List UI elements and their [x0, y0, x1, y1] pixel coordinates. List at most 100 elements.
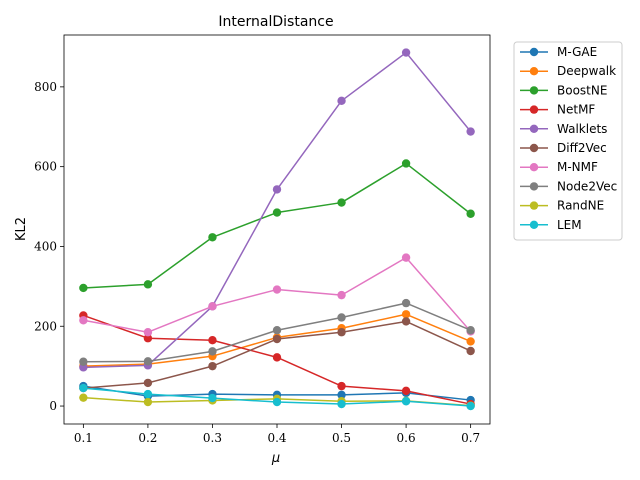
data-point-lem [466, 401, 475, 411]
data-point-diff2vec [272, 334, 282, 344]
legend-marker [529, 163, 539, 172]
data-point-walklets [337, 96, 346, 106]
data-point-boostne [466, 209, 475, 218]
legend-entry-netmf: NetMF [520, 103, 595, 117]
legend-entry-boostne: BoostNE [520, 83, 607, 97]
legend-label: Walklets [557, 122, 607, 136]
x-axis-title: μ [271, 451, 280, 466]
data-point-diff2vec [466, 346, 475, 356]
data-point-lem [143, 389, 153, 399]
data-point-randne [143, 397, 153, 407]
data-point-boostne [401, 159, 411, 168]
data-point-node2vec [466, 326, 475, 335]
legend-label: M-NMF [557, 160, 598, 174]
data-point-node2vec [337, 313, 346, 322]
series-lem [79, 383, 475, 411]
y-axis: 0 200 400 600 800 [34, 80, 64, 413]
y-tick-label: 200 [34, 319, 57, 333]
legend-entry-m-gae: M-GAE [520, 45, 597, 59]
legend-entry-walklets: Walklets [520, 122, 607, 136]
x-tick-label: 0.6 [397, 431, 416, 445]
y-tick-label: 800 [34, 80, 57, 94]
data-point-walklets [401, 48, 411, 57]
legend-label: M-GAE [557, 45, 597, 59]
data-point-boostne [79, 283, 88, 293]
data-point-node2vec [272, 326, 282, 335]
legend-marker [529, 47, 539, 57]
legend-label: LEM [557, 218, 582, 232]
data-point-boostne [337, 198, 346, 207]
data-point-netmf [337, 381, 346, 391]
data-point-m-nmf [143, 328, 153, 337]
data-point-netmf [143, 334, 153, 343]
y-tick-label: 0 [49, 399, 57, 413]
legend-marker [529, 105, 539, 114]
legend: M-GAE Deepwalk BoostNE NetMF Walklets Diff2Ve… [513, 41, 623, 241]
data-point-lem [337, 399, 346, 409]
legend-box [513, 41, 623, 241]
data-point-boostne [143, 280, 153, 289]
x-tick-label: 0.4 [267, 431, 286, 445]
data-point-lem [272, 397, 282, 407]
series-layer [79, 48, 475, 411]
legend-label: Deepwalk [557, 64, 616, 78]
data-point-lem [79, 383, 88, 393]
legend-label: NetMF [557, 103, 595, 117]
x-tick-label: 0.5 [332, 431, 351, 445]
legend-marker [529, 201, 539, 210]
data-point-lem [208, 393, 217, 403]
series-diff2vec [79, 317, 475, 393]
data-point-diff2vec [401, 317, 411, 326]
x-tick-label: 0.2 [138, 431, 157, 445]
data-point-deepwalk [466, 337, 475, 346]
data-point-m-nmf [79, 316, 88, 325]
data-point-randne [79, 393, 88, 402]
legend-marker [529, 124, 539, 133]
legend-entry-randne: RandNE [520, 199, 604, 213]
x-tick-label: 0.1 [74, 431, 93, 445]
legend-entry-m-nmf: M-NMF [520, 160, 598, 174]
chart-title: InternalDistance [218, 14, 333, 30]
legend-label: Node2Vec [557, 179, 617, 193]
legend-marker [529, 143, 539, 153]
x-tick-label: 0.7 [461, 431, 480, 445]
data-point-boostne [208, 233, 217, 242]
data-point-node2vec [143, 357, 153, 366]
legend-marker [529, 86, 539, 95]
data-point-boostne [272, 208, 282, 217]
data-point-m-nmf [401, 253, 411, 262]
legend-entry-lem: LEM [520, 218, 582, 232]
data-point-netmf [208, 336, 217, 345]
legend-entry-deepwalk: Deepwalk [520, 64, 616, 78]
x-axis: 0.1 0.2 0.3 0.4 0.5 0.6 0.7 [74, 424, 480, 445]
data-point-node2vec [401, 298, 411, 308]
legend-marker [529, 67, 539, 76]
data-point-netmf [401, 386, 411, 396]
series-node2vec [79, 298, 475, 366]
y-tick-label: 400 [34, 239, 57, 253]
data-point-diff2vec [208, 361, 217, 371]
legend-label: RandNE [557, 199, 604, 213]
legend-label: BoostNE [557, 83, 607, 97]
y-axis-title: KL2 [14, 217, 29, 241]
legend-marker [529, 182, 539, 191]
data-point-node2vec [208, 347, 217, 356]
data-point-m-nmf [337, 290, 346, 300]
data-point-deepwalk [401, 310, 411, 319]
data-point-m-nmf [208, 302, 217, 311]
y-tick-label: 600 [34, 160, 57, 174]
data-point-walklets [466, 127, 475, 136]
data-point-lem [401, 397, 411, 406]
data-point-diff2vec [143, 378, 153, 388]
data-point-node2vec [79, 357, 88, 366]
data-point-m-nmf [272, 285, 282, 294]
x-tick-label: 0.3 [203, 431, 222, 445]
data-point-diff2vec [337, 328, 346, 337]
data-point-netmf [272, 353, 282, 362]
legend-label: Diff2Vec [557, 141, 607, 155]
legend-entry-node2vec: Node2Vec [520, 179, 617, 193]
data-point-m-gae [337, 390, 346, 400]
legend-entry-diff2vec: Diff2Vec [520, 141, 607, 155]
legend-marker [529, 220, 539, 229]
